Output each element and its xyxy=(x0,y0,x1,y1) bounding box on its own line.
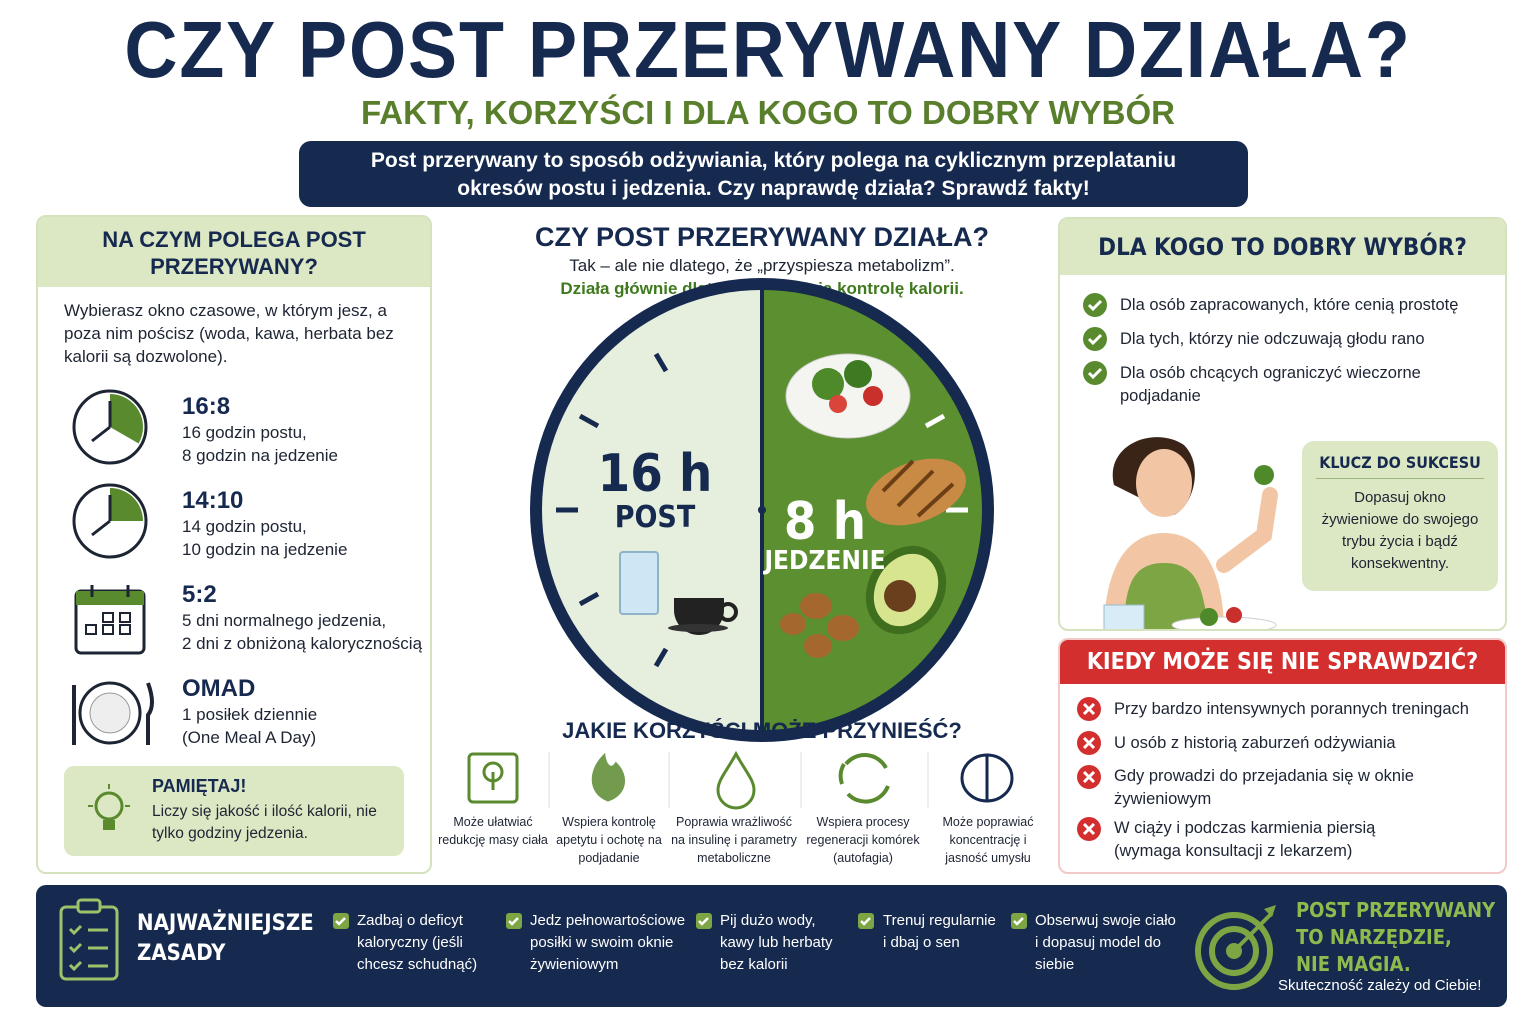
footer: NAJWAŻNIEJSZE ZASADY Zadbaj o deficyt ka… xyxy=(36,885,1507,1007)
method-line: 8 godzin na jedzenie xyxy=(182,446,338,465)
nuts xyxy=(780,593,859,658)
method-14-10: 14:10 14 godzin postu, 10 godzin na jedz… xyxy=(182,487,432,561)
clock-16-8 xyxy=(72,389,148,465)
benefit: Może ułatwiać redukcję masy ciała xyxy=(438,815,548,847)
benefit: Wspiera procesy regeneracji komórek (aut… xyxy=(806,815,920,865)
eat-hours: 8 h xyxy=(783,492,867,552)
key-text: Dopasuj okno żywieniowe do swojego trybu… xyxy=(1321,489,1479,572)
method-omad: OMAD 1 posiłek dziennie (One Meal A Day) xyxy=(182,675,432,749)
method-name: 5:2 xyxy=(182,581,217,608)
benefit-icons xyxy=(467,750,1014,810)
chicken xyxy=(866,458,966,526)
water-glass xyxy=(619,551,659,615)
right-bottom-panel: KIEDY MOŻE SIĘ NIE SPRAWDZIĆ? Przy bardz… xyxy=(1058,638,1507,874)
cross-icons xyxy=(1077,697,1101,841)
unsuitable-item: Przy bardzo intensywnych porannych treni… xyxy=(1114,700,1469,718)
intro: Post przerywany to sposób odżywiania, kt… xyxy=(299,141,1248,207)
method-line: 5 dni normalnego jedzenia, xyxy=(182,611,387,630)
method-line: 1 posiłek dziennie xyxy=(182,705,318,724)
benefit: Może poprawiać koncentrację i jasność um… xyxy=(942,815,1034,865)
benefit: Poprawia wrażliwość na insulinę i parame… xyxy=(671,815,797,865)
method-line: 10 godzin na jedzenie xyxy=(182,540,348,559)
fast-label: POST xyxy=(614,500,696,535)
avocado xyxy=(865,545,947,635)
tagline: Skuteczność zależy od Ciebie! xyxy=(1278,977,1482,994)
rule: Jedz pełnowartościowe posiłki w swoim ok… xyxy=(530,912,686,973)
method-name: 16:8 xyxy=(182,393,231,420)
suitable-item: Dla tych, którzy nie odczuwają głodu ran… xyxy=(1120,330,1425,348)
method-name: OMAD xyxy=(182,675,256,702)
eat-label: JEDZENIE xyxy=(764,546,886,576)
slogan: POST PRZERYWANY TO NARZĘDZIE, NIE MAGIA. xyxy=(1296,897,1495,978)
rule: Pij dużo wody, kawy lub herbaty bez kalo… xyxy=(720,912,833,973)
clipboard-icon xyxy=(59,898,119,981)
key-box: KLUCZ DO SUKCESU Dopasuj okno żywieniowe… xyxy=(1302,441,1498,591)
method-16-8: 16:8 16 godzin postu, 8 godzin na jedzen… xyxy=(182,393,432,467)
method-line: (One Meal A Day) xyxy=(182,728,317,747)
center-title: CZY POST PRZERYWANY DZIAŁA? xyxy=(534,222,990,252)
rule-checks xyxy=(333,913,1027,929)
center-line1: Tak – ale nie dlatego, że „przyspiesza m… xyxy=(569,256,955,275)
target-icon xyxy=(1195,905,1276,990)
footer-title: NAJWAŻNIEJSZE ZASADY xyxy=(137,911,314,966)
slogan-line: POST PRZERYWANY xyxy=(1296,898,1496,922)
suitable-item: Dla osób chcących ograniczyć wieczorne p… xyxy=(1120,364,1421,405)
rule: Obserwuj swoje ciało i dopasuj model do … xyxy=(1035,912,1176,973)
rule: Trenuj regularnie i dbaj o sen xyxy=(883,912,996,951)
calendar-icon xyxy=(74,585,146,655)
right-top-title: DLA KOGO TO DOBRY WYBÓR? xyxy=(1060,219,1505,275)
method-name: 14:10 xyxy=(182,487,244,514)
check-icons xyxy=(1083,293,1107,385)
description: Wybierasz okno czasowe, w którym jesz, a… xyxy=(64,301,394,366)
unsuitable-item: Gdy prowadzi do przejadania się w oknie … xyxy=(1114,767,1414,808)
rule: Zadbaj o deficyt kaloryczny (jeśli chces… xyxy=(357,912,478,973)
left-panel: NA CZYM POLEGA POST PRZERYWANY? Wybieras… xyxy=(36,215,432,874)
left-panel-title: NA CZYM POLEGA POST PRZERYWANY? xyxy=(38,217,430,287)
slogan-line: TO NARZĘDZIE, xyxy=(1296,925,1452,949)
coffee-cup xyxy=(668,598,738,635)
unsuitable-item: W ciąży i podczas karmienia piersią (wym… xyxy=(1114,819,1376,860)
method-line: 14 godzin postu, xyxy=(182,517,307,536)
key-title: KLUCZ DO SUKCESU xyxy=(1316,453,1484,479)
fast-hours: 16 h xyxy=(597,444,713,504)
slogan-line: NIE MAGIA. xyxy=(1296,952,1411,976)
method-5-2: 5:2 5 dni normalnego jedzenia, 2 dni z o… xyxy=(182,581,432,655)
note-box: PAMIĘTAJ! Liczy się jakość i ilość kalor… xyxy=(64,766,404,856)
unsuitable-item: U osób z historią zaburzeń odżywiania xyxy=(1114,734,1396,752)
right-bottom-title: KIEDY MOŻE SIĘ NIE SPRAWDZIĆ? xyxy=(1060,640,1505,684)
title: CZY POST PRZERYWANY DZIAŁA? xyxy=(124,5,1412,94)
salad-bowl xyxy=(785,353,911,439)
right-top-panel: DLA KOGO TO DOBRY WYBÓR? Dla osób zaprac… xyxy=(1058,217,1507,631)
clock-14-10 xyxy=(72,483,148,559)
bulb-icon xyxy=(88,784,130,830)
plate-icon xyxy=(72,681,154,745)
subtitle: FAKTY, KORZYŚCI I DLA KOGO TO DOBRY WYBÓ… xyxy=(360,94,1176,131)
woman-illustration xyxy=(1103,437,1278,629)
note-title: PAMIĘTAJ! xyxy=(152,776,247,796)
suitable-item: Dla osób zapracowanych, które cenią pros… xyxy=(1120,296,1459,314)
benefit: Wspiera kontrolę apetytu i ochotę na pod… xyxy=(556,815,662,865)
method-icons xyxy=(72,389,154,745)
note-text: Liczy się jakość i ilość kalorii, nie ty… xyxy=(152,803,377,842)
method-line: 16 godzin postu, xyxy=(182,423,307,442)
benefits-title: JAKIE KORZYŚCI MOŻE PRZYNIEŚĆ? xyxy=(562,718,962,743)
method-line: 2 dni z obniżoną kalorycznością xyxy=(182,634,423,653)
fasting-clock xyxy=(530,278,994,742)
